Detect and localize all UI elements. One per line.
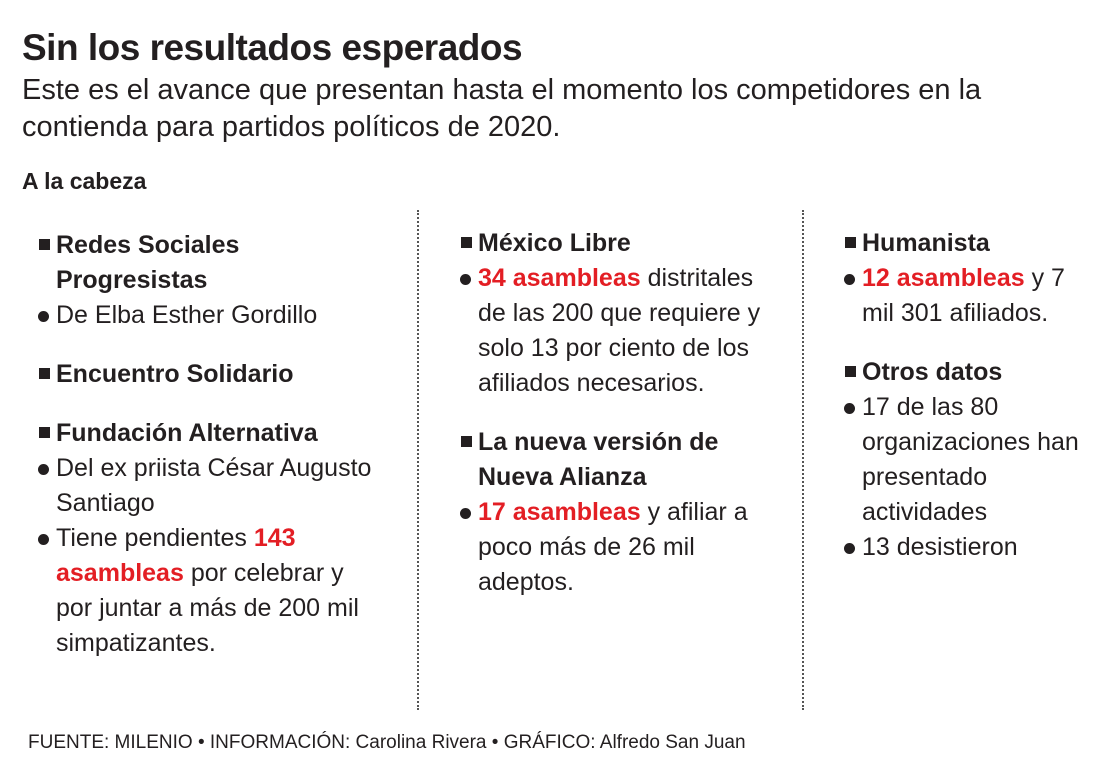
square-bullet-icon bbox=[39, 368, 50, 379]
party-block: Fundación Alternativa Del ex priista Césa… bbox=[36, 416, 386, 661]
party-name: Humanista bbox=[842, 226, 1092, 261]
party-name: Fundación Alternativa bbox=[36, 416, 386, 451]
round-bullet-icon bbox=[38, 311, 49, 322]
party-name-text: Redes Sociales Progresistas bbox=[56, 231, 240, 294]
headline: Sin los resultados esperados bbox=[22, 27, 523, 68]
column-divider bbox=[802, 210, 804, 710]
column-divider bbox=[417, 210, 419, 710]
party-block: Otros datos 17 de las 80 organizaciones h… bbox=[842, 355, 1092, 565]
party-block: Humanista 12 asambleas y 7 mil 301 afilia… bbox=[842, 226, 1092, 331]
detail-text: por celebrar y por juntar a más de 200 m… bbox=[56, 559, 359, 657]
detail-item: 17 asambleas y afiliar a poco más de 26 … bbox=[458, 495, 778, 600]
detail-text: Tiene pendientes bbox=[56, 524, 254, 552]
round-bullet-icon bbox=[844, 543, 855, 554]
detail-text: De Elba Esther Gordillo bbox=[56, 301, 318, 329]
party-block: Redes Sociales Progresistas De Elba Esthe… bbox=[36, 228, 386, 333]
highlight-figure: 12 asambleas bbox=[862, 264, 1025, 292]
highlight-figure: 17 asambleas bbox=[478, 498, 641, 526]
round-bullet-icon bbox=[844, 403, 855, 414]
detail-item: De Elba Esther Gordillo bbox=[36, 298, 386, 333]
column-1: Redes Sociales Progresistas De Elba Esthe… bbox=[36, 228, 386, 685]
round-bullet-icon bbox=[844, 274, 855, 285]
credits-footer: FUENTE: MILENIO • INFORMACIÓN: Carolina … bbox=[28, 732, 746, 753]
square-bullet-icon bbox=[461, 237, 472, 248]
section-heading: A la cabeza bbox=[22, 168, 147, 194]
party-block: México Libre 34 asambleas distritales de … bbox=[458, 226, 778, 401]
party-name-text: México Libre bbox=[478, 229, 631, 257]
party-block: Encuentro Solidario bbox=[36, 357, 386, 392]
detail-item: Del ex priista César Augusto Santiago bbox=[36, 451, 386, 521]
highlight-figure: 34 asambleas bbox=[478, 264, 641, 292]
party-name-text: La nueva versión de Nueva Alianza bbox=[478, 428, 719, 491]
detail-item: 12 asambleas y 7 mil 301 afiliados. bbox=[842, 261, 1092, 331]
party-name-text: Encuentro Solidario bbox=[56, 360, 294, 388]
detail-text: 17 de las 80 organizaciones han presenta… bbox=[862, 393, 1079, 526]
square-bullet-icon bbox=[39, 427, 50, 438]
square-bullet-icon bbox=[461, 436, 472, 447]
party-name-text: Otros datos bbox=[862, 358, 1003, 386]
detail-text: Del ex priista César Augusto Santiago bbox=[56, 454, 372, 517]
party-block: La nueva versión de Nueva Alianza 17 asam… bbox=[458, 425, 778, 600]
party-name: México Libre bbox=[458, 226, 778, 261]
square-bullet-icon bbox=[845, 366, 856, 377]
party-name: Encuentro Solidario bbox=[36, 357, 386, 392]
party-name: Redes Sociales Progresistas bbox=[36, 228, 386, 298]
square-bullet-icon bbox=[845, 237, 856, 248]
detail-item: 17 de las 80 organizaciones han presenta… bbox=[842, 390, 1092, 530]
column-3: Humanista 12 asambleas y 7 mil 301 afilia… bbox=[842, 226, 1092, 589]
detail-text: y afiliar a poco más de 26 mil adeptos. bbox=[478, 498, 748, 596]
round-bullet-icon bbox=[460, 274, 471, 285]
party-name: La nueva versión de Nueva Alianza bbox=[458, 425, 778, 495]
detail-text: 13 desistieron bbox=[862, 533, 1018, 561]
detail-item: 34 asambleas distritales de las 200 que … bbox=[458, 261, 778, 401]
party-name: Otros datos bbox=[842, 355, 1092, 390]
detail-item: 13 desistieron bbox=[842, 530, 1092, 565]
square-bullet-icon bbox=[39, 239, 50, 250]
round-bullet-icon bbox=[38, 464, 49, 475]
subtitle: Este es el avance que presentan hasta el… bbox=[22, 74, 982, 143]
party-name-text: Humanista bbox=[862, 229, 990, 257]
party-name-text: Fundación Alternativa bbox=[56, 419, 318, 447]
column-2: México Libre 34 asambleas distritales de … bbox=[458, 226, 778, 624]
highlight-figure: 143 asambleas bbox=[56, 524, 296, 587]
detail-text: y 7 mil 301 afiliados. bbox=[862, 264, 1065, 327]
round-bullet-icon bbox=[38, 534, 49, 545]
detail-item: Tiene pendientes 143 asambleas por celeb… bbox=[36, 521, 386, 661]
round-bullet-icon bbox=[460, 508, 471, 519]
detail-text: distritales de las 200 que requiere y so… bbox=[478, 264, 761, 397]
